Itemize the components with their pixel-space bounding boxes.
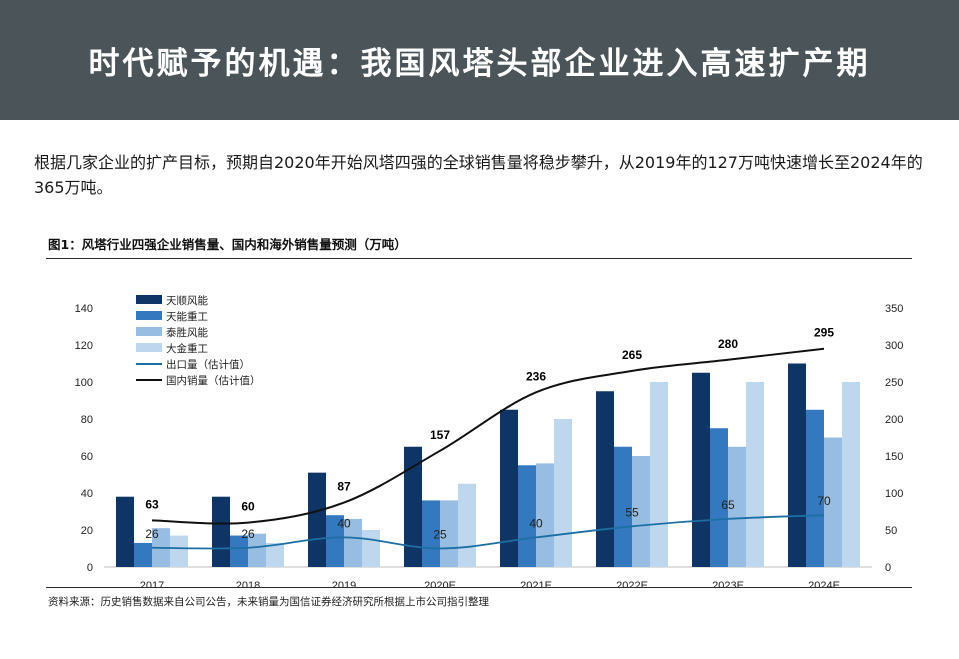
- y-left-tick-label: 80: [81, 414, 93, 426]
- bar: [728, 446, 746, 567]
- bar: [170, 535, 188, 567]
- page-title: 时代赋予的机遇：我国风塔头部企业进入高速扩产期: [88, 46, 871, 82]
- bar: [116, 496, 134, 567]
- y-left-tick-label: 20: [81, 525, 93, 537]
- bar: [248, 533, 266, 567]
- x-tick-label: 2019: [332, 580, 356, 592]
- export-data-label: 26: [145, 527, 159, 541]
- legend-label: 大金重工: [166, 342, 208, 355]
- y-right-tick-label: 150: [885, 451, 903, 463]
- export-data-label: 25: [433, 528, 447, 542]
- export-data-label: 26: [241, 527, 255, 541]
- bar: [500, 409, 518, 567]
- y-left-tick-label: 120: [75, 340, 93, 352]
- x-tick-label: 2020E: [424, 580, 456, 592]
- y-right-tick-label: 50: [885, 525, 897, 537]
- bar: [788, 363, 806, 567]
- x-tick-label: 2022E: [616, 580, 648, 592]
- x-tick-label: 2017: [140, 580, 164, 592]
- bar: [710, 428, 728, 567]
- bar: [422, 500, 440, 567]
- bar: [632, 456, 650, 567]
- figure-title: 图1：风塔行业四强企业销售量、国内和海外销售量预测（万吨）: [48, 237, 407, 252]
- domestic-data-label: 63: [145, 497, 159, 511]
- domestic-data-label: 280: [718, 337, 738, 351]
- bar: [650, 382, 668, 567]
- legend-swatch: [136, 327, 162, 336]
- export-data-label: 70: [817, 494, 831, 508]
- domestic-data-label: 265: [622, 348, 642, 362]
- domestic-data-label: 87: [337, 480, 351, 494]
- legend-swatch: [136, 343, 162, 352]
- header-bar: 时代赋予的机遇：我国风塔头部企业进入高速扩产期: [0, 0, 959, 120]
- export-data-label: 40: [529, 516, 543, 530]
- bar: [554, 419, 572, 567]
- bar: [134, 542, 152, 567]
- bar: [746, 382, 764, 567]
- x-tick-label: 2023E: [712, 580, 744, 592]
- series-line: [151, 514, 825, 550]
- series-line: [151, 347, 825, 525]
- x-tick-label: 2018: [236, 580, 260, 592]
- figure-bottom-rule: [46, 587, 912, 588]
- source-note: 资料来源：历史销售数据来自公司公告，未来销量为国信证券经济研究所根据上市公司指引…: [48, 596, 489, 608]
- intro-paragraph: 根据几家企业的扩产目标，预期自2020年开始风塔四强的全球销售量将稳步攀升，从2…: [34, 153, 923, 197]
- y-right-tick-label: 0: [885, 562, 891, 574]
- legend-label: 泰胜风能: [166, 326, 208, 339]
- bar: [212, 496, 230, 567]
- x-tick-label: 2024E: [808, 580, 840, 592]
- legend-label: 天能重工: [166, 310, 208, 323]
- y-left-tick-label: 0: [87, 562, 93, 574]
- y-right-tick-label: 100: [885, 488, 903, 500]
- legend-swatch: [136, 311, 162, 320]
- y-right-tick-label: 300: [885, 340, 903, 352]
- domestic-data-label: 60: [241, 500, 255, 514]
- y-left-tick-label: 100: [75, 377, 93, 389]
- export-data-label: 40: [337, 516, 351, 530]
- bar: [326, 515, 344, 567]
- bar: [344, 518, 362, 567]
- domestic-data-label: 157: [430, 428, 450, 442]
- bar: [362, 530, 380, 567]
- y-right-tick-label: 200: [885, 414, 903, 426]
- legend-label: 出口量（估计值）: [166, 358, 250, 371]
- legend-label: 天顺风能: [166, 294, 208, 307]
- bar: [440, 500, 458, 567]
- figure-top-rule: [46, 258, 912, 259]
- bar: [230, 535, 248, 567]
- x-tick-label: 2021E: [520, 580, 552, 592]
- y-left-tick-label: 140: [75, 303, 93, 315]
- bar: [842, 382, 860, 567]
- domestic-data-label: 236: [526, 369, 546, 383]
- bar: [308, 472, 326, 567]
- legend-label: 国内销量（估计值）: [166, 374, 261, 387]
- bar: [596, 391, 614, 567]
- export-data-label: 65: [721, 498, 735, 512]
- legend-swatch: [136, 295, 162, 304]
- y-left-tick-label: 60: [81, 451, 93, 463]
- y-right-tick-label: 250: [885, 377, 903, 389]
- y-right-tick-label: 350: [885, 303, 903, 315]
- export-data-label: 55: [625, 505, 639, 519]
- bar: [806, 409, 824, 567]
- bar: [824, 437, 842, 567]
- bar: [518, 465, 536, 567]
- domestic-data-label: 295: [814, 326, 834, 340]
- bar: [614, 446, 632, 567]
- bar: [692, 372, 710, 567]
- y-left-tick-label: 40: [81, 488, 93, 500]
- bar: [404, 446, 422, 567]
- bar: [266, 542, 284, 567]
- bar: [536, 463, 554, 567]
- bar: [458, 483, 476, 567]
